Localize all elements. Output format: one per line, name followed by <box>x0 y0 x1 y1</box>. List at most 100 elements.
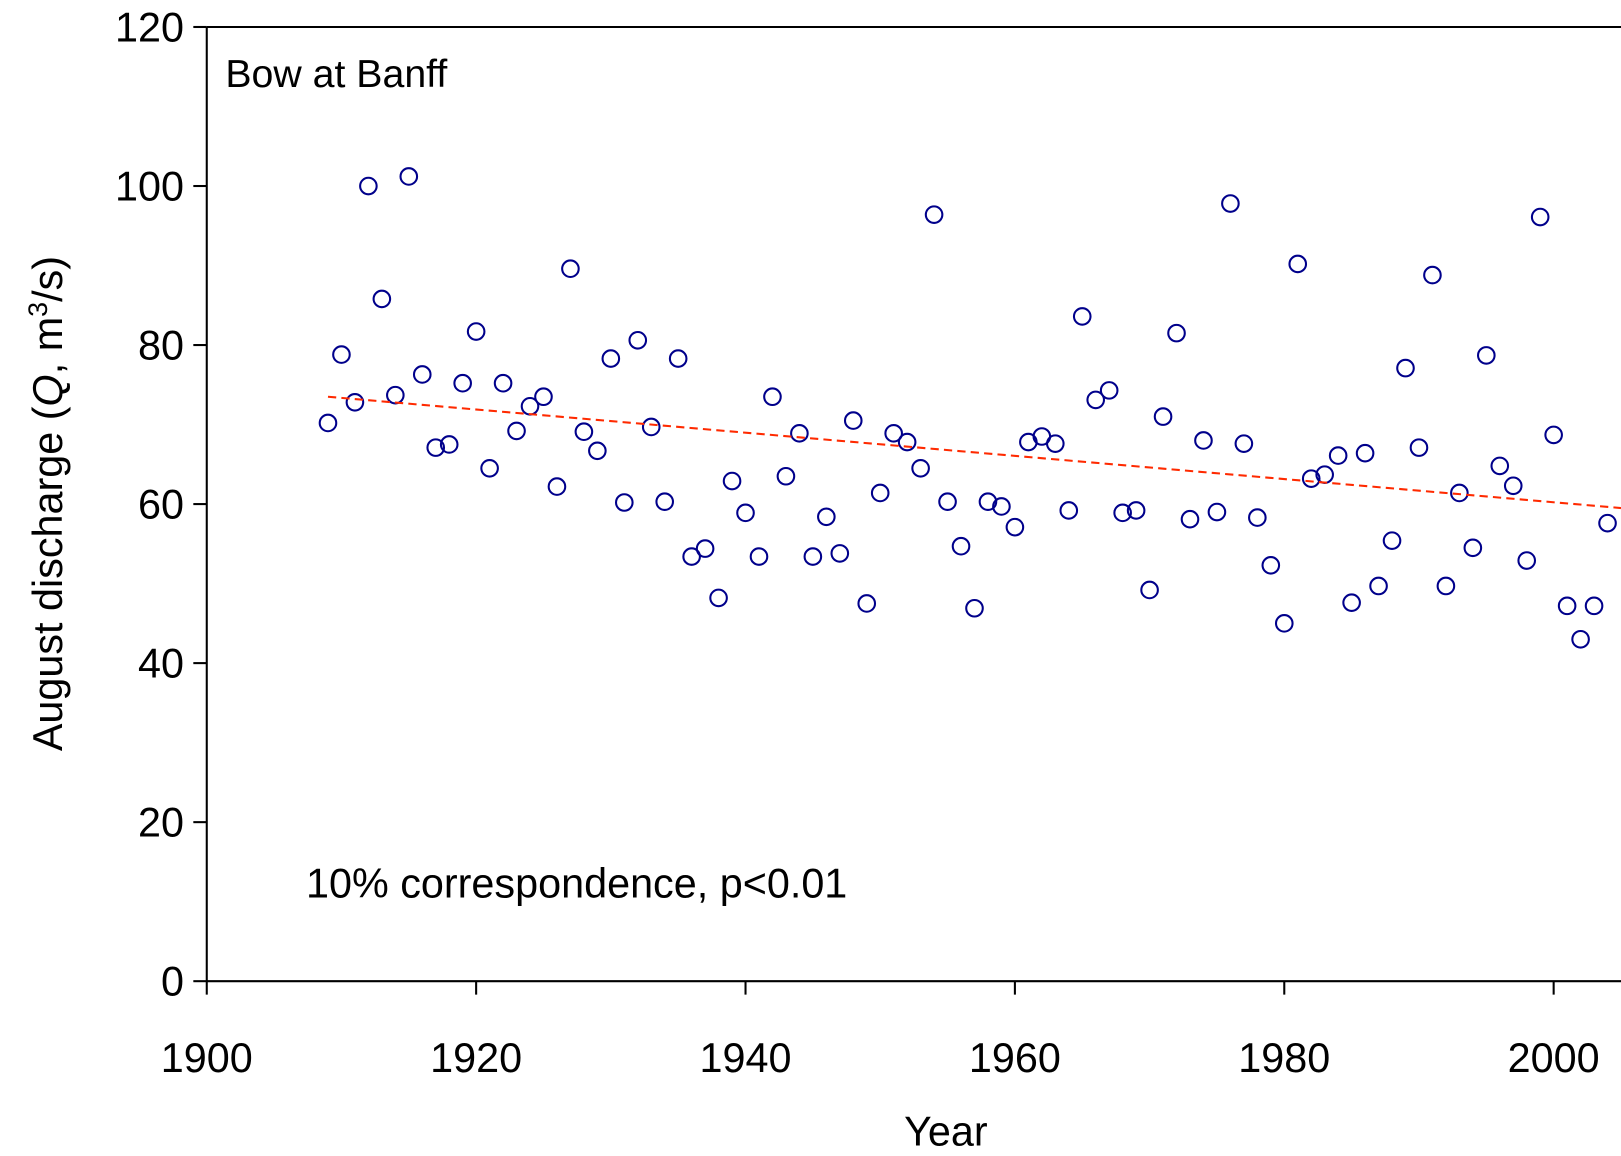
data-point <box>439 435 459 454</box>
data-point <box>924 205 944 224</box>
data-point <box>992 497 1011 516</box>
y-tick-label: 100 <box>115 163 184 209</box>
data-point <box>1503 476 1523 496</box>
data-point <box>897 432 917 452</box>
data-point <box>318 413 338 433</box>
x-tick-label: 1940 <box>700 1035 792 1081</box>
data-point <box>938 492 957 512</box>
x-tick-label: 1900 <box>161 1035 253 1081</box>
y-label-part: Q <box>25 374 71 406</box>
data-point <box>1086 390 1106 410</box>
data-point <box>1059 501 1079 520</box>
data-point <box>1598 513 1617 533</box>
y-axis-label: August discharge (Q, m3/s) <box>23 256 71 751</box>
x-tick-label: 1960 <box>969 1035 1061 1081</box>
data-point <box>466 322 486 341</box>
data-point <box>628 330 648 350</box>
data-point <box>655 492 675 512</box>
data-point <box>1369 576 1388 596</box>
data-point <box>911 458 930 478</box>
data-point <box>965 598 984 618</box>
data-point <box>1207 502 1227 522</box>
data-point <box>426 438 446 457</box>
data-point <box>1005 517 1025 537</box>
data-point <box>453 373 472 393</box>
data-point <box>1544 425 1563 445</box>
data-point <box>978 492 998 512</box>
data-point <box>1167 323 1186 343</box>
data-point <box>534 387 553 407</box>
data-point <box>870 483 890 503</box>
data-point <box>399 167 419 186</box>
y-tick-label: 60 <box>138 482 184 528</box>
data-point <box>776 466 796 486</box>
data-point <box>1436 576 1456 596</box>
data-point <box>480 458 499 478</box>
data-point <box>1557 596 1577 616</box>
data-point <box>1153 407 1173 426</box>
data-point <box>1423 265 1442 285</box>
y-label-part: 3 <box>23 302 53 317</box>
x-tick-label: 2000 <box>1508 1035 1600 1081</box>
data-point <box>345 392 365 412</box>
data-point <box>1288 254 1308 274</box>
data-point <box>1113 503 1132 523</box>
y-tick-label: 40 <box>138 641 184 687</box>
data-point <box>1584 596 1604 616</box>
data-point <box>412 365 432 384</box>
data-point <box>1234 434 1254 453</box>
data-point <box>1072 307 1092 326</box>
data-point <box>1517 551 1537 570</box>
data-point <box>1450 483 1469 503</box>
data-point <box>763 387 782 407</box>
data-point <box>614 493 634 512</box>
data-point <box>951 536 971 556</box>
data-point <box>547 477 567 496</box>
data-point <box>695 539 715 558</box>
data-point <box>588 441 607 461</box>
y-label-part: , m <box>25 317 71 374</box>
data-point <box>817 507 836 527</box>
data-point <box>1355 443 1375 463</box>
data-point <box>1463 538 1483 558</box>
y-tick-label: 0 <box>161 959 184 1005</box>
annotation: Bow at Banff <box>225 52 447 96</box>
data-point <box>1342 593 1361 612</box>
data-point <box>1126 501 1146 520</box>
y-tick-label: 120 <box>115 4 184 50</box>
data-point <box>1140 580 1159 600</box>
data-point <box>790 424 809 443</box>
x-axis-label: Year <box>904 1109 988 1155</box>
data-point <box>857 594 877 613</box>
data-point <box>493 373 513 393</box>
data-point <box>1396 358 1415 378</box>
data-point <box>561 259 580 279</box>
data-point <box>1099 381 1119 400</box>
data-point <box>1194 431 1213 450</box>
data-point <box>830 544 850 563</box>
y-label-part: August discharge ( <box>25 406 71 751</box>
data-point <box>884 424 903 443</box>
x-tick-label: 1920 <box>430 1035 522 1081</box>
data-point <box>372 289 392 309</box>
data-point <box>1045 434 1065 453</box>
data-point <box>1274 614 1294 633</box>
x-tick-label: 1980 <box>1238 1035 1330 1081</box>
data-point <box>1530 207 1550 227</box>
data-point <box>1409 438 1429 457</box>
data-point <box>682 547 701 566</box>
data-point <box>736 503 755 523</box>
plot-area <box>318 167 1621 649</box>
y-tick-label: 20 <box>138 800 184 846</box>
data-point <box>803 547 823 566</box>
y-label-part: /s) <box>25 256 71 302</box>
data-point <box>1571 629 1590 649</box>
data-point <box>1477 346 1496 365</box>
data-point <box>1328 446 1348 465</box>
data-point <box>1180 509 1200 529</box>
data-point <box>722 471 742 491</box>
trend-line <box>327 395 1621 510</box>
annotation: 10% correspondence, p<0.01 <box>306 860 847 906</box>
data-point <box>1382 531 1402 550</box>
